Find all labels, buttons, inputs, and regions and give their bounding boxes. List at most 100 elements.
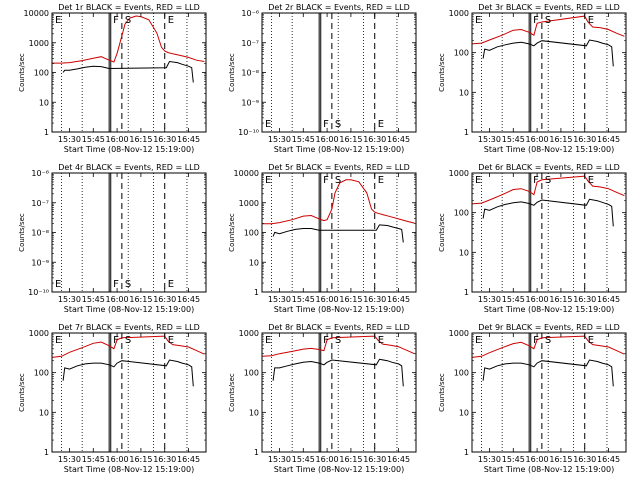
y-tick-label: 100 [34,369,49,378]
lld-series-line [262,179,415,225]
x-tick-label: 16:00 [526,295,549,304]
y-axis-label: Counts/sec [18,213,26,252]
marker-label-s: S [545,175,551,186]
x-tick-label: 15:30 [478,295,501,304]
x-tick-label: 16:00 [106,135,129,144]
x-tick-label: 16:15 [549,135,572,144]
lld-series-line [471,15,625,45]
x-tick-label: 16:30 [363,135,386,144]
x-tick-label: 15:30 [58,455,81,464]
y-tick-label: 10 [39,98,49,107]
x-tick-label: 16:00 [526,455,549,464]
y-axis-label: Counts/sec [228,53,236,92]
x-tick-label: 16:45 [177,295,200,304]
y-tick-label: 10 [249,258,259,267]
y-tick-label: 10000 [24,9,49,18]
events-series-line [62,359,194,387]
y-axis-label: Counts/sec [18,53,26,92]
marker-label-e: E [588,335,594,346]
panel-det-2: 10⁻¹⁰ 10⁻⁹ 10⁻⁸ 10⁻⁷ 10⁻⁶ 15:30 15:45 16:00 16:1… [228,3,417,154]
x-axis-label: Start Time (08-Nov-12 15:19:00) [274,465,404,474]
x-tick-label: 16:45 [597,295,620,304]
x-axis-label: Start Time (08-Nov-12 15:19:00) [64,145,194,154]
x-tick-label: 16:30 [573,455,596,464]
x-tick-label: 16:15 [129,135,152,144]
x-tick-label: 15:45 [502,455,525,464]
x-tick-label: 15:45 [292,295,315,304]
panel-det-9: 1 10 100 1000 15:30 15:45 16:00 16:15 16:30 16:45… [438,323,627,474]
marker-label-e: E [168,335,174,346]
plot-frame [51,12,207,133]
x-tick-label: 16:30 [573,135,596,144]
events-series-line [272,224,404,243]
marker-label-f: F [533,175,539,186]
marker-label-s: S [125,15,131,26]
x-tick-label: 16:15 [549,455,572,464]
panel-title: Det 9r BLACK = Events, RED = LLD [478,323,620,332]
events-series-line [482,198,614,227]
y-tick-label: 1000 [239,329,259,338]
x-tick-label: 16:45 [387,135,410,144]
x-tick-label: 16:45 [387,455,410,464]
x-tick-label: 16:15 [339,295,362,304]
x-tick-label: 15:45 [82,295,105,304]
y-axis-label: Counts/sec [438,53,446,92]
marker-label-f: F [113,335,119,346]
panel-det-6: 1 10 100 1000 15:30 15:45 16:00 16:15 16:30 16:45… [438,163,627,314]
marker-label-s: S [335,335,341,346]
marker-label-f: F [323,175,329,186]
y-tick-label: 1 [464,448,469,457]
x-tick-label: 15:30 [478,135,501,144]
y-tick-label: 100 [454,49,469,58]
y-tick-label: 10⁻⁷ [31,199,49,208]
y-tick-label: 100 [244,229,259,238]
x-tick-label: 15:30 [268,135,291,144]
panel-title: Det 5r BLACK = Events, RED = LLD [268,163,410,172]
x-tick-label: 16:15 [339,455,362,464]
marker-label-e: E [588,15,594,26]
x-axis-label: Start Time (08-Nov-12 15:19:00) [484,465,614,474]
x-tick-label: 16:15 [129,455,152,464]
x-tick-label: 16:45 [177,135,200,144]
panel-title: Det 3r BLACK = Events, RED = LLD [478,3,620,12]
y-tick-label: 1 [254,288,259,297]
y-tick-label: 10⁻⁹ [241,98,259,107]
y-tick-label: 10⁻⁷ [241,39,259,48]
x-tick-label: 15:45 [292,455,315,464]
y-tick-label: 1 [464,128,469,137]
y-tick-label: 100 [454,369,469,378]
marker-label-e: E [378,335,384,346]
plot-frame [471,12,627,133]
marker-label-f: F [113,15,119,26]
marker-label-s: S [125,335,131,346]
y-tick-label: 100 [34,69,49,78]
y-tick-label: 1000 [449,329,469,338]
x-tick-label: 15:30 [58,135,81,144]
panel-title: Det 7r BLACK = Events, RED = LLD [58,323,200,332]
lld-series-line [471,175,625,205]
y-tick-label: 1 [44,448,49,457]
x-tick-label: 16:00 [526,135,549,144]
events-series-line [482,39,614,67]
plot-frame [261,12,417,133]
marker-label-f: F [113,279,119,290]
y-axis-label: Counts/sec [438,213,446,252]
marker-label-e: E [265,335,271,346]
y-tick-label: 1000 [29,39,49,48]
x-axis-label: Start Time (08-Nov-12 15:19:00) [64,465,194,474]
x-tick-label: 16:15 [129,295,152,304]
marker-label-f: F [323,119,329,130]
marker-label-s: S [545,335,551,346]
x-axis-label: Start Time (08-Nov-12 15:19:00) [64,305,194,314]
x-tick-label: 16:30 [153,295,176,304]
y-tick-label: 100 [454,209,469,218]
panel-title: Det 8r BLACK = Events, RED = LLD [268,323,410,332]
panel-title: Det 4r BLACK = Events, RED = LLD [58,163,200,172]
x-tick-label: 15:30 [58,295,81,304]
x-tick-label: 16:15 [549,295,572,304]
y-tick-label: 10 [249,408,259,417]
panel-det-4: 10⁻¹⁰ 10⁻⁹ 10⁻⁸ 10⁻⁷ 10⁻⁶ 15:30 15:45 16:00 16:1… [18,163,207,314]
marker-label-e: E [168,15,174,26]
x-axis-label: Start Time (08-Nov-12 15:19:00) [274,145,404,154]
